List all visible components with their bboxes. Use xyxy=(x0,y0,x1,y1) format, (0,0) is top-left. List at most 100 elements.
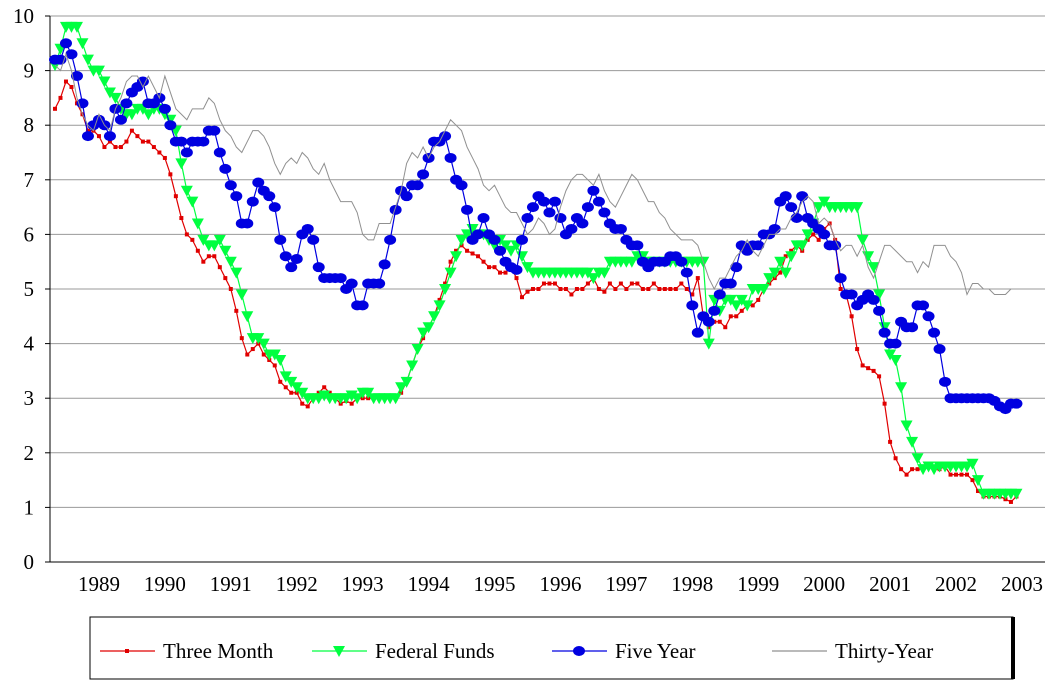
point xyxy=(219,163,232,174)
point xyxy=(76,38,89,50)
point xyxy=(437,297,442,302)
point xyxy=(146,139,151,144)
x-tick-label: 2003 xyxy=(1001,572,1043,596)
point xyxy=(928,327,941,338)
point xyxy=(888,439,893,444)
point xyxy=(525,289,530,294)
point xyxy=(691,327,704,338)
point xyxy=(334,273,347,284)
point xyxy=(400,376,413,388)
point xyxy=(151,145,156,150)
point xyxy=(675,256,688,267)
point xyxy=(895,382,908,394)
point xyxy=(168,172,173,177)
point xyxy=(543,207,556,218)
point xyxy=(563,287,568,291)
point xyxy=(882,401,887,406)
point xyxy=(322,385,327,390)
point xyxy=(785,202,798,213)
point xyxy=(98,76,111,88)
point xyxy=(81,131,94,142)
point xyxy=(866,366,871,371)
point xyxy=(120,98,133,109)
point xyxy=(175,136,188,147)
point xyxy=(283,385,288,390)
point xyxy=(206,254,211,259)
legend-marker xyxy=(573,646,585,656)
point xyxy=(966,458,979,470)
legend-label: Five Year xyxy=(615,639,696,663)
point xyxy=(904,472,909,477)
point xyxy=(646,287,651,291)
point xyxy=(212,254,217,259)
point xyxy=(345,278,358,289)
point xyxy=(574,287,579,291)
point xyxy=(384,234,397,245)
point xyxy=(102,145,107,150)
point xyxy=(899,467,904,472)
point xyxy=(690,292,695,297)
point xyxy=(411,180,424,191)
point xyxy=(223,276,228,281)
point xyxy=(757,284,770,295)
point xyxy=(263,191,276,202)
point xyxy=(838,287,843,291)
point xyxy=(465,248,470,253)
point xyxy=(521,213,534,224)
point xyxy=(785,251,798,263)
point xyxy=(422,322,435,334)
point xyxy=(450,251,463,263)
point xyxy=(811,232,816,237)
point xyxy=(173,194,178,199)
point xyxy=(59,38,72,49)
point xyxy=(272,363,277,368)
point xyxy=(208,240,221,252)
x-tick-label: 2001 xyxy=(869,572,911,596)
point xyxy=(109,92,122,104)
point xyxy=(307,234,320,245)
point xyxy=(756,297,761,302)
point xyxy=(939,376,952,387)
point xyxy=(481,259,486,264)
point xyxy=(257,338,270,350)
point xyxy=(889,354,902,366)
point xyxy=(349,401,354,406)
point xyxy=(487,265,492,270)
point xyxy=(505,245,518,257)
point xyxy=(268,202,281,213)
point xyxy=(598,207,611,218)
point xyxy=(959,472,964,477)
legend-marker xyxy=(333,646,345,657)
x-tick-label: 1998 xyxy=(671,572,713,596)
point xyxy=(631,240,644,251)
point xyxy=(81,54,94,66)
point xyxy=(576,218,589,229)
point xyxy=(246,196,259,207)
point xyxy=(625,256,638,268)
point xyxy=(906,322,919,333)
x-tick-label: 1992 xyxy=(276,572,318,596)
point xyxy=(801,229,814,241)
point xyxy=(213,147,226,158)
point xyxy=(585,281,590,286)
point xyxy=(750,303,755,308)
point xyxy=(305,404,310,409)
point xyxy=(113,145,118,150)
point xyxy=(70,21,83,33)
point xyxy=(739,308,744,313)
point xyxy=(514,276,519,281)
point xyxy=(849,314,854,319)
point xyxy=(565,223,578,234)
point xyxy=(789,248,794,253)
point xyxy=(224,256,237,268)
point xyxy=(455,180,468,191)
point xyxy=(461,229,474,241)
point xyxy=(851,202,864,214)
point xyxy=(54,54,67,65)
point xyxy=(768,223,781,234)
point xyxy=(53,106,57,111)
point xyxy=(629,281,634,286)
y-tick-label: 6 xyxy=(24,222,35,246)
point xyxy=(867,294,880,305)
point xyxy=(107,139,112,144)
